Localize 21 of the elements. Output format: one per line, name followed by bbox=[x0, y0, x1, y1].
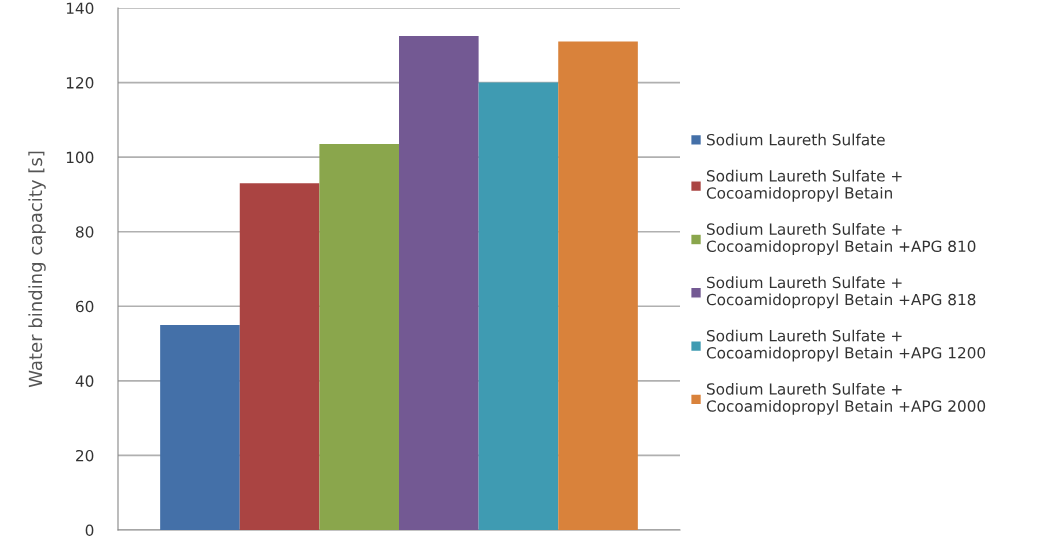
y-axis-title: Water binding capacity [s] bbox=[28, 151, 46, 388]
legend-label: Sodium Laureth Sulfate + Cocoamidopropyl Betain bbox=[706, 169, 902, 202]
y-tick-label: 60 bbox=[76, 300, 94, 313]
bar bbox=[478, 82, 559, 530]
bar bbox=[239, 183, 320, 530]
legend-label: Sodium Laureth Sulfate + Cocoamidopropyl Betain +APG 818 bbox=[706, 276, 976, 309]
legend-label: Sodium Laureth Sulfate + Cocoamidopropyl Betain +APG 810 bbox=[706, 223, 976, 255]
y-tick-label: 140 bbox=[66, 2, 94, 15]
bar bbox=[399, 35, 479, 530]
y-tick-label: 80 bbox=[75, 226, 94, 238]
y-tick-label: 20 bbox=[76, 449, 94, 462]
bar bbox=[558, 41, 638, 530]
y-tick-label: 40 bbox=[75, 375, 94, 387]
y-tick-label: 0 bbox=[85, 524, 94, 537]
bar bbox=[160, 324, 240, 530]
legend-label: Sodium Laureth Sulfate + Cocoamidopropyl Betain +APG 1200 bbox=[706, 329, 986, 362]
legend-label: Sodium Laureth Sulfate + Cocoamidopropyl Betain +APG 2000 bbox=[706, 382, 986, 415]
bar bbox=[319, 144, 399, 530]
legend-label: Sodium Laureth Sulfate bbox=[706, 133, 885, 146]
y-tick-label: 100 bbox=[66, 151, 94, 164]
y-tick-label: 120 bbox=[66, 77, 94, 89]
